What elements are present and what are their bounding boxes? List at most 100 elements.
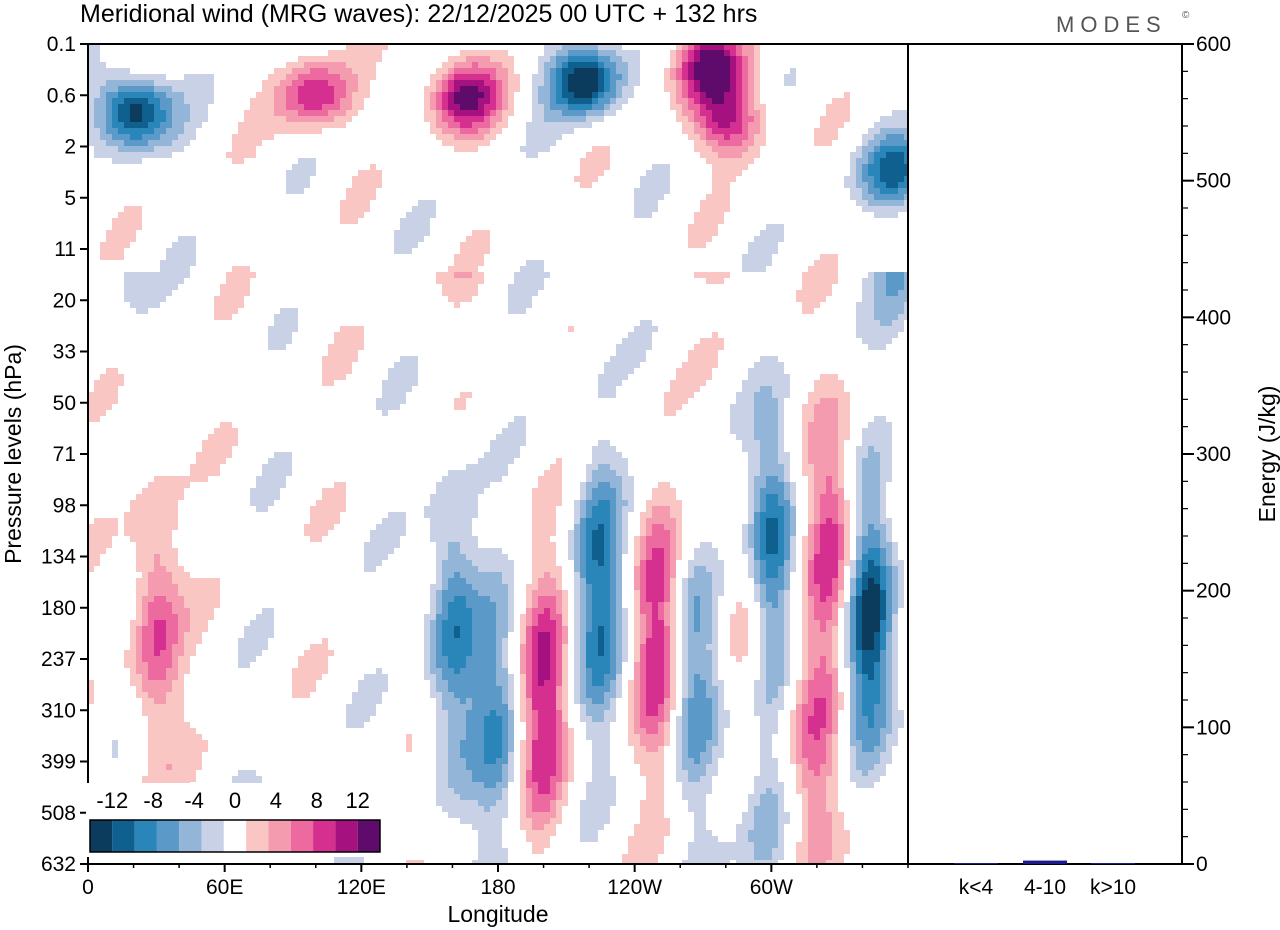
field-cell	[592, 86, 598, 92]
field-cell	[172, 614, 178, 620]
field-cell	[718, 278, 724, 284]
field-cell	[160, 524, 166, 530]
field-cell	[874, 416, 880, 422]
field-cell	[610, 356, 616, 362]
field-cell	[700, 374, 706, 380]
field-cell	[466, 590, 472, 596]
field-cell	[316, 62, 322, 68]
field-cell	[868, 476, 874, 482]
field-cell	[778, 536, 784, 542]
field-cell	[550, 572, 556, 578]
field-cell	[460, 530, 466, 536]
field-cell	[454, 602, 460, 608]
field-cell	[880, 524, 886, 530]
field-cell	[814, 554, 820, 560]
field-cell	[874, 122, 880, 128]
field-cell	[904, 116, 908, 122]
field-cell	[400, 218, 406, 224]
field-cell	[112, 86, 118, 92]
field-cell	[802, 464, 808, 470]
field-cell	[556, 62, 562, 68]
field-cell	[136, 104, 142, 110]
field-cell	[838, 386, 844, 392]
field-cell	[766, 422, 772, 428]
field-cell	[100, 116, 106, 122]
field-cell	[184, 608, 190, 614]
field-cell	[844, 548, 850, 554]
field-cell	[286, 332, 292, 338]
field-cell	[730, 104, 736, 110]
field-cell	[478, 110, 484, 116]
field-cell	[472, 554, 478, 560]
field-cell	[574, 116, 580, 122]
field-cell	[316, 128, 322, 134]
field-cell	[784, 530, 790, 536]
field-cell	[154, 512, 160, 518]
field-cell	[406, 230, 412, 236]
field-cell	[442, 644, 448, 650]
field-cell	[550, 638, 556, 644]
field-cell	[814, 302, 820, 308]
field-cell	[496, 440, 502, 446]
field-cell	[874, 572, 880, 578]
field-cell	[892, 608, 898, 614]
field-cell	[694, 62, 700, 68]
field-cell	[190, 644, 196, 650]
field-cell	[706, 146, 712, 152]
field-cell	[196, 464, 202, 470]
field-cell	[172, 86, 178, 92]
field-cell	[676, 110, 682, 116]
field-cell	[814, 542, 820, 548]
field-cell	[604, 626, 610, 632]
field-cell	[610, 68, 616, 74]
field-cell	[538, 284, 544, 290]
field-cell	[490, 62, 496, 68]
field-cell	[526, 140, 532, 146]
field-cell	[112, 68, 118, 74]
field-cell	[856, 602, 862, 608]
field-cell	[190, 110, 196, 116]
field-cell	[820, 392, 826, 398]
field-cell	[190, 128, 196, 134]
field-cell	[334, 332, 340, 338]
field-cell	[778, 590, 784, 596]
field-cell	[154, 542, 160, 548]
field-cell	[814, 620, 820, 626]
field-cell	[736, 434, 742, 440]
field-cell	[484, 92, 490, 98]
field-cell	[832, 590, 838, 596]
field-cell	[316, 110, 322, 116]
field-cell	[778, 530, 784, 536]
field-cell	[172, 476, 178, 482]
field-cell	[754, 410, 760, 416]
field-cell	[196, 626, 202, 632]
field-cell	[496, 122, 502, 128]
field-cell	[604, 560, 610, 566]
field-cell	[730, 128, 736, 134]
field-cell	[892, 134, 898, 140]
field-cell	[610, 98, 616, 104]
field-cell	[184, 632, 190, 638]
field-cell	[880, 308, 886, 314]
field-cell	[562, 56, 568, 62]
field-cell	[214, 434, 220, 440]
field-cell	[106, 404, 112, 410]
field-cell	[772, 572, 778, 578]
field-cell	[352, 344, 358, 350]
field-cell	[898, 308, 904, 314]
field-cell	[226, 272, 232, 278]
field-cell	[898, 302, 904, 308]
field-cell	[202, 590, 208, 596]
field-cell	[148, 290, 154, 296]
field-cell	[436, 122, 442, 128]
field-cell	[286, 182, 292, 188]
field-cell	[688, 614, 694, 620]
field-cell	[508, 572, 514, 578]
field-cell	[682, 44, 688, 50]
field-cell	[898, 164, 904, 170]
field-cell	[550, 542, 556, 548]
field-cell	[466, 92, 472, 98]
field-cell	[874, 428, 880, 434]
field-cell	[838, 98, 844, 104]
field-cell	[706, 122, 712, 128]
